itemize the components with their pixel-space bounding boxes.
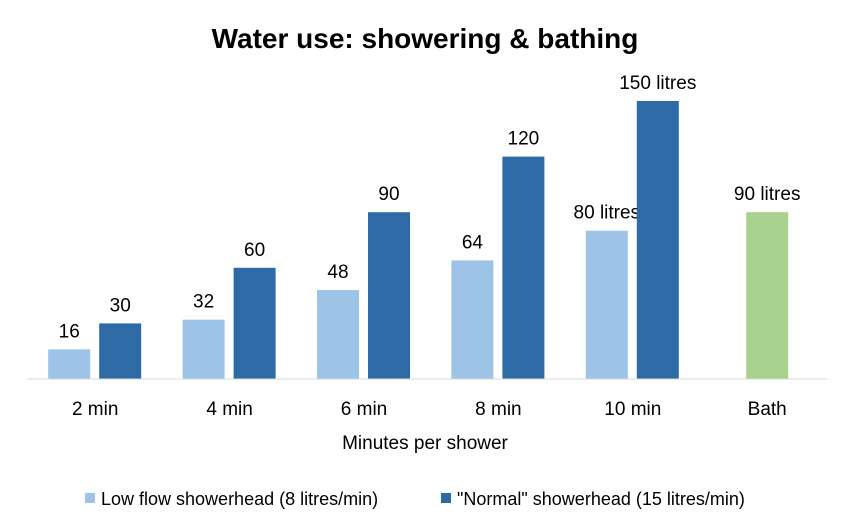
legend-label-1: "Normal" showerhead (15 litres/min) xyxy=(457,489,745,509)
bar-1-2 xyxy=(368,212,410,379)
bar-0-3 xyxy=(451,260,494,379)
data-label-0-4: 80 litres xyxy=(574,203,641,224)
bar-0-2 xyxy=(317,290,359,379)
bar-2-5 xyxy=(746,212,789,379)
data-label-1-2: 90 xyxy=(378,184,399,205)
x-tick-label: 6 min xyxy=(341,399,387,420)
data-label-0-0: 16 xyxy=(59,321,80,342)
bar-0-0 xyxy=(48,349,91,379)
chart-title: Water use: showering & bathing xyxy=(212,23,639,54)
data-label-1-4: 150 litres xyxy=(619,73,696,94)
data-label-1-0: 30 xyxy=(110,295,131,316)
data-label-2-5: 90 litres xyxy=(734,184,801,205)
bar-1-4 xyxy=(636,101,679,379)
bar-1-3 xyxy=(502,156,545,379)
x-axis-title: Minutes per shower xyxy=(342,433,508,454)
data-label-1-1: 60 xyxy=(244,240,265,261)
bar-0-4 xyxy=(585,230,628,379)
x-tick-labels: 2 min 4 min 6 min 8 min 10 min Bath xyxy=(72,399,787,420)
legend-label-0: Low flow showerhead (8 litres/min) xyxy=(101,489,378,509)
data-label-1-3: 120 xyxy=(508,129,540,150)
data-label-0-2: 48 xyxy=(327,262,348,283)
bar-1-0 xyxy=(99,323,142,379)
x-tick-label: Bath xyxy=(748,399,787,420)
x-tick-label: 8 min xyxy=(475,399,521,420)
x-tick-label: 10 min xyxy=(604,399,661,420)
bar-0-1 xyxy=(182,319,225,379)
data-label-0-1: 32 xyxy=(193,292,214,313)
data-label-0-3: 64 xyxy=(462,232,484,253)
legend: Low flow showerhead (8 litres/min) "Norma… xyxy=(85,489,745,509)
x-tick-label: 2 min xyxy=(72,399,118,420)
legend-swatch-1 xyxy=(441,493,451,503)
bar-1-1 xyxy=(233,267,276,379)
bars-layer: 16 30 32 60 48 90 64 120 80 litres 150 litres 90 l… xyxy=(48,73,800,379)
legend-swatch-0 xyxy=(85,493,95,503)
x-tick-label: 4 min xyxy=(206,399,252,420)
